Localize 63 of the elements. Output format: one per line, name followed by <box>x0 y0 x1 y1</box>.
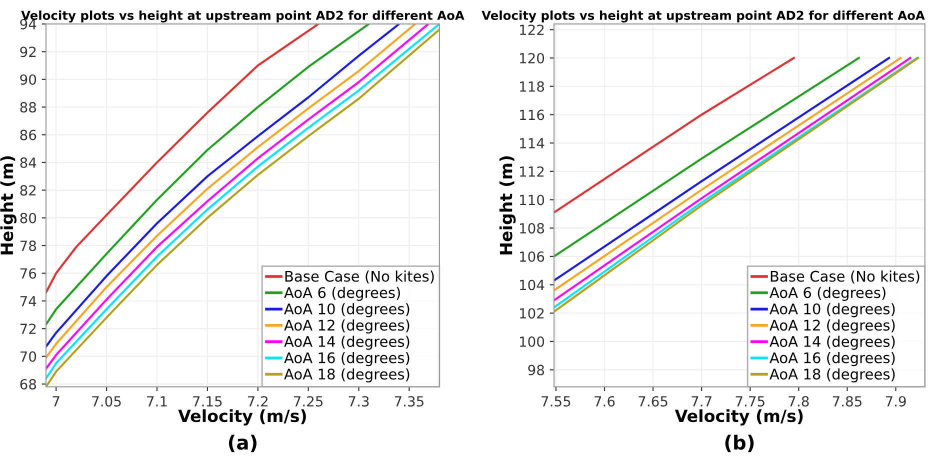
y-tick-label: 86 <box>20 130 36 140</box>
legend-label: Base Case (No kites) <box>285 270 434 284</box>
y-tick-label: 116 <box>520 110 544 120</box>
x-tick-label: 7.3 <box>348 396 369 407</box>
y-tick-label: 76 <box>20 268 36 279</box>
y-tick-label: 68 <box>20 379 36 390</box>
y-tick-label: 92 <box>20 46 36 58</box>
x-tick-label: 7.1 <box>147 396 167 406</box>
y-tick-label: 108 <box>520 223 544 234</box>
x-tick-label: 7.8 <box>788 396 809 407</box>
y-tick-label: 110 <box>520 194 544 206</box>
y-tick-label: 106 <box>520 251 544 262</box>
y-tick-label: 102 <box>520 308 544 319</box>
text: (a) <box>228 434 257 452</box>
x-tick-label: 7.6 <box>594 396 615 407</box>
x-tick-label: 7.35 <box>394 396 424 407</box>
x-tick-label: 7.9 <box>886 396 906 407</box>
text: (b) <box>725 434 754 452</box>
y-axis-title: Height (m) <box>499 156 516 254</box>
legend-label: AoA 18 (degrees) <box>284 368 410 382</box>
x-tick-label: 7.7 <box>692 396 712 406</box>
y-tick-label: 72 <box>20 324 36 334</box>
y-tick-label: 78 <box>20 240 36 252</box>
legend-label: AoA 12 (degrees) <box>770 319 895 334</box>
legend-label: AoA 18 (degrees) <box>770 368 895 382</box>
y-tick-label: 100 <box>520 336 544 347</box>
legend-label: Base Case (No kites) <box>770 270 920 284</box>
y-tick-label: 122 <box>520 24 544 35</box>
x-tick-label: 7.05 <box>92 396 121 407</box>
y-axis-title: Height (m) <box>0 156 17 254</box>
y-tick-label: 80 <box>20 212 36 224</box>
x-tick-label: 7.65 <box>638 396 668 407</box>
y-tick-label: 74 <box>20 296 36 306</box>
y-tick-label: 70 <box>20 351 36 362</box>
legend-label: AoA 16 (degrees) <box>770 352 895 366</box>
y-tick-label: 98 <box>528 364 544 376</box>
legend-label: AoA 12 (degrees) <box>284 319 410 334</box>
legend-label: AoA 10 (degrees) <box>770 303 895 318</box>
y-tick-label: 82 <box>20 185 36 196</box>
y-tick-label: 112 <box>520 166 544 177</box>
x-tick-label: 7.75 <box>736 396 764 407</box>
x-axis-title: Velocity (m/s) <box>674 409 803 426</box>
legend-label: AoA 16 (degrees) <box>284 352 410 366</box>
x-tick-label: 7.15 <box>193 396 222 407</box>
y-tick-label: 118 <box>520 81 544 92</box>
y-tick-label: 114 <box>520 138 544 148</box>
legend-label: AoA 10 (degrees) <box>284 303 410 318</box>
x-tick-label: 7 <box>52 396 60 406</box>
x-tick-label: 7.55 <box>542 396 570 407</box>
x-tick-label: 7.85 <box>832 396 862 407</box>
x-tick-label: 7.25 <box>294 396 323 407</box>
x-axis-title: Velocity (m/s) <box>178 409 306 426</box>
chart-title: Velocity plots vs height at upstream point AD2 for different AoA <box>482 10 925 22</box>
legend-label: AoA 14 (degrees) <box>770 336 895 350</box>
legend-label: AoA 6 (degrees) <box>770 286 886 301</box>
y-tick-label: 84 <box>20 157 36 168</box>
y-tick-label: 88 <box>20 102 36 113</box>
y-tick-label: 90 <box>20 74 36 85</box>
y-tick-label: 120 <box>520 52 544 64</box>
y-tick-label: 104 <box>520 280 544 290</box>
legend-label: AoA 14 (degrees) <box>284 336 410 350</box>
legend-label: AoA 6 (degrees) <box>284 286 400 301</box>
x-tick-label: 7.2 <box>248 396 268 406</box>
